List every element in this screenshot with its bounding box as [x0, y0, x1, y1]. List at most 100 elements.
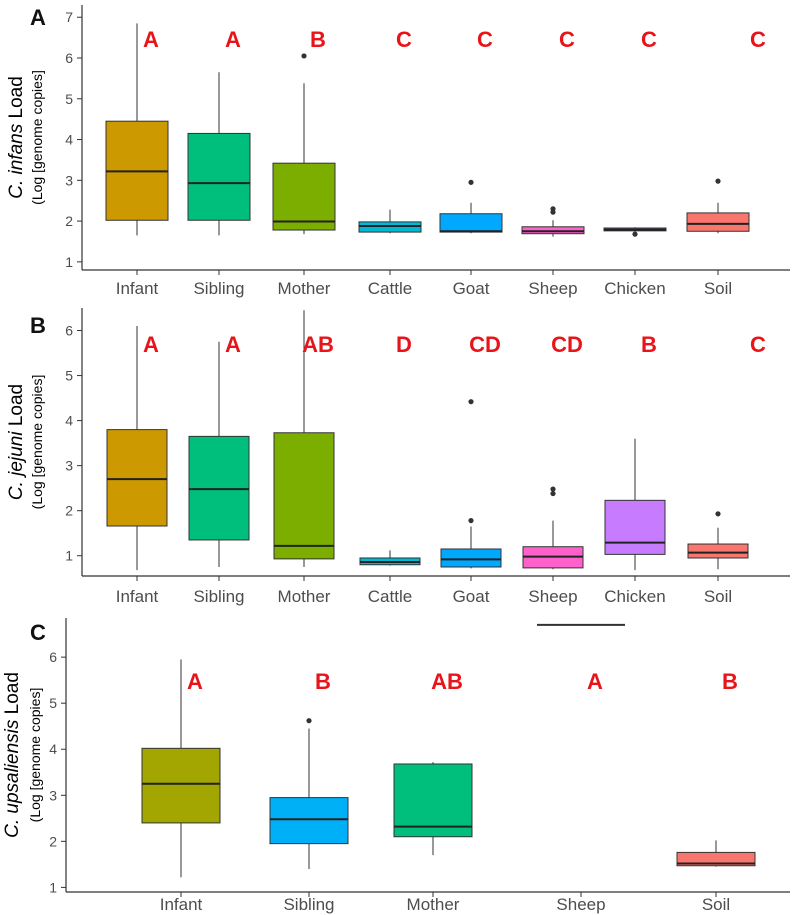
- outlier-point-sheep[interactable]: [550, 486, 556, 492]
- y-tick-label: 5: [65, 91, 73, 107]
- box-infant[interactable]: [106, 429, 168, 527]
- x-tick-label-infant: Infant: [160, 895, 203, 914]
- y-tick-label: 5: [65, 368, 73, 384]
- box-sheep[interactable]: [521, 226, 585, 235]
- significance-letter-soil: C: [750, 332, 766, 357]
- outlier-point-mother[interactable]: [301, 53, 307, 59]
- y-axis-label-species: C. upsaliensis: [2, 719, 23, 838]
- outlier-point-sheep[interactable]: [550, 490, 556, 497]
- significance-letter-soil: B: [722, 669, 738, 694]
- significance-letter-chicken: B: [641, 332, 657, 357]
- significance-letter-sheep: CD: [551, 332, 583, 357]
- y-tick-label: 2: [65, 503, 73, 519]
- significance-letter-infant: A: [143, 332, 159, 357]
- x-tick-label-goat: Goat: [453, 279, 490, 298]
- y-tick-label: 7: [65, 9, 73, 25]
- y-tick-label: 1: [65, 548, 73, 564]
- significance-letter-goat: C: [477, 27, 493, 52]
- x-tick-label-sibling: Sibling: [283, 895, 334, 914]
- box-soil[interactable]: [676, 851, 756, 867]
- box-soil[interactable]: [687, 543, 749, 559]
- significance-letter-cattle: D: [396, 332, 412, 357]
- box-sibling[interactable]: [269, 797, 349, 845]
- y-tick-label: 6: [65, 323, 73, 339]
- y-tick-label: 2: [49, 833, 57, 849]
- y-tick-label: 1: [49, 879, 57, 895]
- x-tick-label-infant: Infant: [116, 587, 159, 606]
- y-axis-label-species: C. infans: [6, 123, 27, 198]
- y-tick-label: 3: [65, 458, 73, 474]
- outlier-point-soil[interactable]: [715, 511, 721, 517]
- significance-letter-infant: A: [143, 27, 159, 52]
- y-tick-label: 4: [65, 132, 73, 148]
- x-tick-label-soil: Soil: [702, 895, 730, 914]
- x-tick-label-soil: Soil: [704, 587, 732, 606]
- y-tick-label: 6: [49, 649, 57, 665]
- y-tick-label: 3: [49, 787, 57, 803]
- y-axis-label: C. jejuni Load: [6, 384, 27, 500]
- outlier-point-goat[interactable]: [468, 517, 474, 524]
- significance-letter-mother: AB: [302, 332, 334, 357]
- x-tick-label-sheep: Sheep: [528, 587, 577, 606]
- x-tick-label-sheep: Sheep: [528, 279, 577, 298]
- significance-letter-goat: CD: [469, 332, 501, 357]
- x-tick-label-cattle: Cattle: [368, 279, 412, 298]
- x-tick-label-mother: Mother: [278, 279, 331, 298]
- significance-letter-chicken: C: [641, 27, 657, 52]
- panel-letter: B: [30, 313, 46, 338]
- y-tick-label: 6: [65, 50, 73, 66]
- y-axis-units-label: (Log [genome copies]: [27, 688, 43, 823]
- x-tick-label-mother: Mother: [278, 587, 331, 606]
- box-cattle[interactable]: [358, 221, 422, 233]
- significance-letter-infant: A: [187, 669, 203, 694]
- box-chicken[interactable]: [604, 499, 666, 555]
- x-tick-label-sibling: Sibling: [193, 587, 244, 606]
- y-tick-label: 4: [65, 413, 73, 429]
- y-tick-label: 4: [49, 741, 57, 757]
- outlier-point-chicken[interactable]: [632, 231, 638, 237]
- outlier-point-goat[interactable]: [468, 399, 474, 405]
- significance-letter-mother: AB: [431, 669, 463, 694]
- panel-c: 1 2 3 4 5 6C C. upsaliensis Load (Log [genome c…: [2, 618, 790, 914]
- outlier-point-soil[interactable]: [715, 178, 721, 184]
- y-tick-label: 3: [65, 172, 73, 188]
- panel-b: 1 2 3 4 5 6 B C. jejuni Load (Log [genome copies…: [6, 308, 790, 606]
- x-tick-label-sheep: Sheep: [556, 895, 605, 914]
- x-tick-label-sibling: Sibling: [193, 279, 244, 298]
- box-goat[interactable]: [439, 213, 503, 233]
- outlier-point-goat[interactable]: [468, 179, 474, 185]
- x-tick-label-infant: Infant: [116, 279, 159, 298]
- significance-letter-mother: B: [310, 27, 326, 52]
- significance-letter-sibling: B: [315, 669, 331, 694]
- y-axis-label: C. infans Load: [6, 76, 27, 199]
- significance-letter-sibling: A: [225, 332, 241, 357]
- y-axis-units-label: (Log [genome copies]: [29, 375, 45, 510]
- box-soil[interactable]: [686, 212, 750, 232]
- box-mother[interactable]: [393, 763, 473, 838]
- x-tick-label-cattle: Cattle: [368, 587, 412, 606]
- y-axis-units-label: (Log [genome copies]: [29, 70, 45, 205]
- outlier-point-sheep[interactable]: [550, 206, 556, 212]
- x-tick-label-mother: Mother: [407, 895, 460, 914]
- significance-letter-cattle: C: [396, 27, 412, 52]
- significance-letter-sheep: C: [559, 27, 575, 52]
- significance-letter-sheep: A: [587, 669, 603, 694]
- box-mother[interactable]: [273, 432, 335, 560]
- x-tick-label-chicken: Chicken: [604, 587, 665, 606]
- x-tick-label-soil: Soil: [704, 279, 732, 298]
- y-tick-label: 1: [65, 254, 73, 270]
- y-tick-label: 2: [65, 213, 73, 229]
- outlier-point-sibling[interactable]: [306, 718, 312, 724]
- y-axis-label-suffix: Load: [6, 76, 27, 124]
- box-goat[interactable]: [440, 548, 502, 568]
- significance-letter-sibling: A: [225, 27, 241, 52]
- panel-a: 1 2 3 4 5 6 7 A C. infans Load (Log [genome copie…: [6, 5, 790, 298]
- y-axis-label-species: C. jejuni: [6, 431, 27, 500]
- y-tick-label: 5: [49, 695, 57, 711]
- box-mother[interactable]: [272, 162, 336, 231]
- y-axis-label-suffix: Load: [6, 384, 27, 432]
- box-sibling[interactable]: [187, 132, 251, 221]
- box-infant[interactable]: [141, 747, 221, 824]
- significance-letter-soil: C: [750, 27, 766, 52]
